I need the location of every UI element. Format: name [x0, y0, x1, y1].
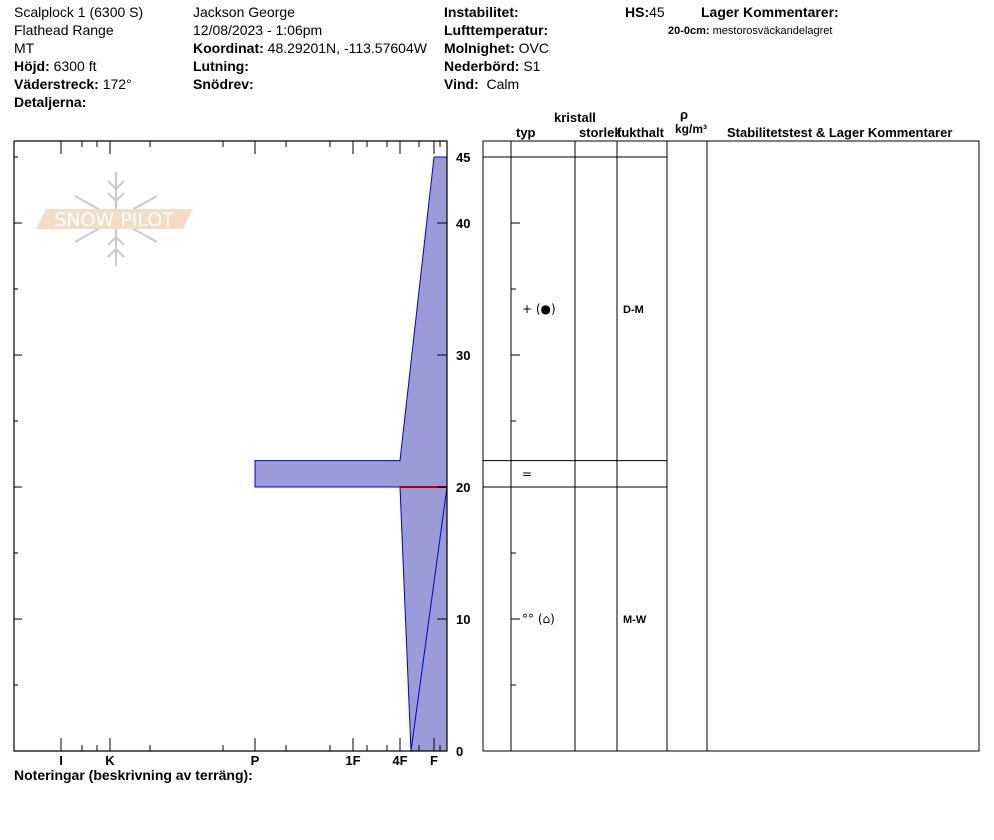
- depth-tick-label: 10: [456, 612, 470, 627]
- layer-comments-label: Lager Kommentarer:: [701, 4, 839, 20]
- layer-grain-type: °° (⌂): [522, 612, 555, 626]
- range: Flathead Range: [14, 22, 114, 38]
- details-label: Detaljerna:: [14, 94, 87, 110]
- plot-frame: [13, 140, 448, 752]
- layer-table: [482, 140, 980, 752]
- hardness-tick-label: P: [251, 753, 260, 768]
- notes-label: Noteringar (beskrivning av terräng):: [14, 767, 253, 783]
- air-temp-label: Lufttemperatur:: [444, 22, 549, 38]
- elevation: Höjd: 6300 ft: [14, 58, 97, 74]
- layer-grain-type: =: [522, 467, 532, 481]
- depth-tick-label: 0: [456, 744, 463, 759]
- wind: Vind: Calm: [444, 76, 520, 92]
- hardness-tick-label: K: [105, 753, 115, 768]
- moisture-header: fukthalt: [617, 125, 664, 140]
- coordinates: Koordinat: 48.29201N, -113.57604W: [193, 40, 427, 56]
- depth-tick-label: 45: [456, 150, 470, 165]
- observer: Jackson George: [193, 4, 295, 20]
- layer-moisture: D-M: [623, 304, 644, 316]
- layer-grain-type: + (●): [522, 302, 556, 316]
- hardness-profile: [255, 157, 447, 751]
- density-unit-header: kg/m³: [675, 122, 708, 136]
- state: MT: [14, 40, 35, 56]
- depth-tick-label: 40: [456, 216, 470, 231]
- svg-text:SNOW PILOT: SNOW PILOT: [54, 209, 174, 231]
- layer-moisture: M-W: [623, 614, 647, 626]
- depth-tick-label: 20: [456, 480, 470, 495]
- aspect: Väderstreck: 172°: [14, 76, 132, 92]
- crystal-header: kristall: [554, 110, 596, 125]
- rho-header: ρ: [680, 107, 689, 122]
- location: Scalplock 1 (6300 S): [14, 4, 144, 20]
- layer-comment: 20-0cm: mestorosväckandelagret: [668, 25, 833, 37]
- hardness-tick-label: 4F: [392, 753, 407, 768]
- type-header: typ: [516, 125, 536, 140]
- snow-pilot-logo: SNOW PILOT: [36, 172, 193, 266]
- datetime: 12/08/2023 - 1:06pm: [193, 22, 323, 38]
- sky: Molnighet: OVC: [444, 40, 549, 56]
- hardness-tick-label: 1F: [345, 753, 360, 768]
- precip: Nederbörd: S1: [444, 58, 541, 74]
- hardness-tick-label: F: [430, 753, 438, 768]
- wind-loading-label: Snödrev:: [193, 76, 254, 92]
- stability-header: Stabilitetstest & Lager Kommentarer: [727, 125, 953, 140]
- slope-label: Lutning:: [193, 58, 249, 74]
- depth-tick-label: 30: [456, 348, 470, 363]
- size-header: storlek: [579, 125, 622, 140]
- hs: HS:45: [625, 4, 665, 20]
- hardness-tick-label: I: [59, 753, 63, 768]
- instability-label: Instabilitet:: [444, 4, 519, 20]
